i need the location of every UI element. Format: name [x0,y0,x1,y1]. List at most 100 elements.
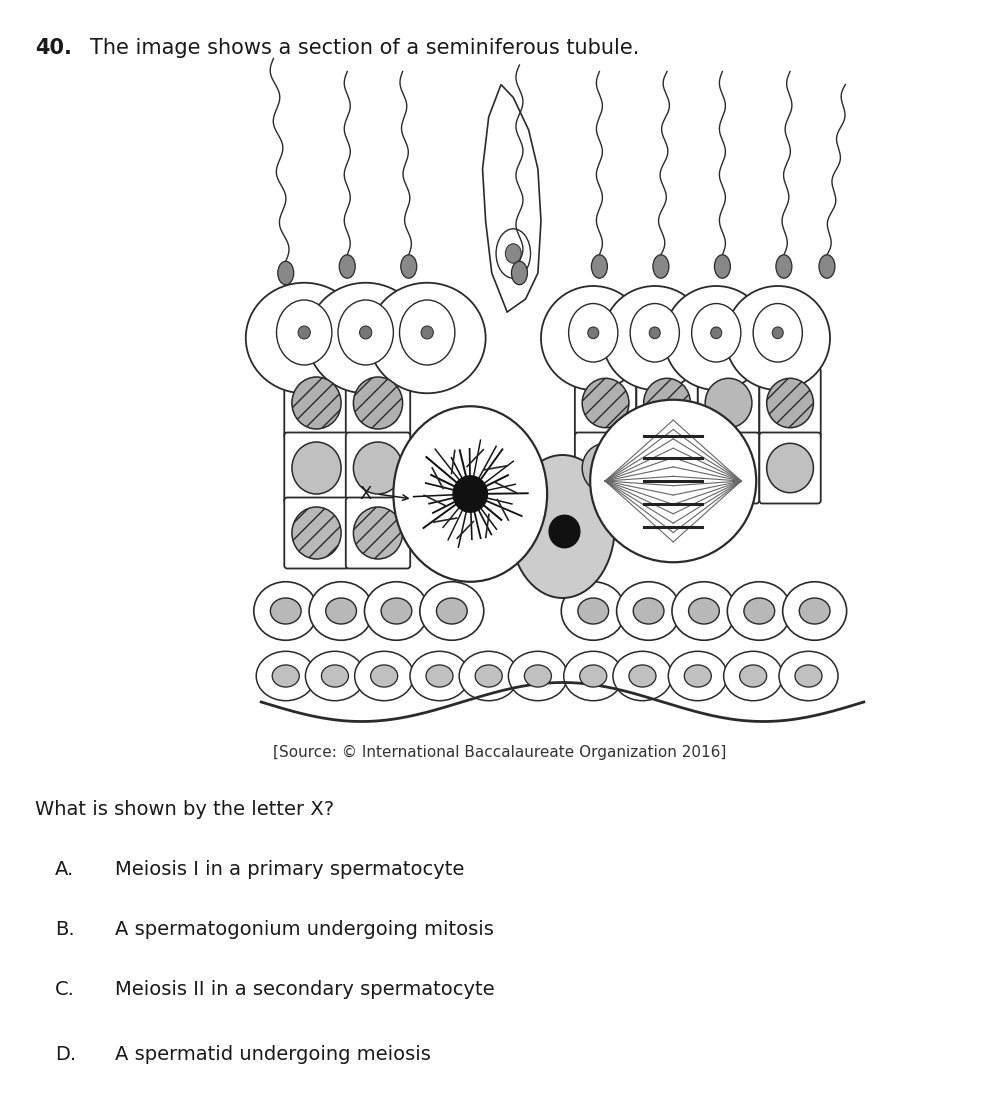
Ellipse shape [740,665,767,688]
Ellipse shape [727,582,791,640]
Ellipse shape [617,582,681,640]
Ellipse shape [305,651,364,701]
FancyBboxPatch shape [346,433,410,503]
Ellipse shape [714,255,730,278]
Ellipse shape [711,327,722,338]
FancyBboxPatch shape [636,367,698,438]
FancyBboxPatch shape [575,367,636,438]
Ellipse shape [420,582,484,640]
Ellipse shape [353,442,403,494]
Polygon shape [483,84,541,312]
Ellipse shape [684,665,711,688]
Ellipse shape [753,304,802,362]
Ellipse shape [364,582,428,640]
Ellipse shape [360,326,372,339]
Ellipse shape [508,651,567,701]
FancyBboxPatch shape [759,433,821,503]
Ellipse shape [292,507,341,559]
Ellipse shape [767,444,813,492]
Ellipse shape [649,327,660,338]
FancyBboxPatch shape [284,433,349,503]
Ellipse shape [744,598,775,624]
Ellipse shape [278,262,294,285]
FancyBboxPatch shape [575,433,636,503]
Ellipse shape [393,406,547,582]
Ellipse shape [795,665,822,688]
Ellipse shape [369,283,486,394]
Ellipse shape [298,326,310,339]
Ellipse shape [590,399,756,562]
Text: 40.: 40. [35,38,72,58]
Ellipse shape [668,651,727,701]
Text: The image shows a section of a seminiferous tubule.: The image shows a section of a seminifer… [90,38,639,58]
Ellipse shape [511,262,527,285]
FancyBboxPatch shape [698,367,759,438]
Ellipse shape [578,598,609,624]
Ellipse shape [569,304,618,362]
Ellipse shape [475,665,502,688]
Ellipse shape [510,455,615,598]
Text: What is shown by the letter X?: What is shown by the letter X? [35,800,334,820]
FancyBboxPatch shape [698,433,759,503]
Ellipse shape [582,378,629,428]
Ellipse shape [582,444,629,492]
Ellipse shape [779,651,838,701]
Ellipse shape [772,327,783,338]
Ellipse shape [292,442,341,494]
Ellipse shape [692,304,741,362]
Ellipse shape [400,299,455,365]
Ellipse shape [381,598,412,624]
Ellipse shape [644,444,690,492]
Ellipse shape [541,286,646,390]
Ellipse shape [321,665,348,688]
Ellipse shape [353,377,403,429]
Ellipse shape [292,377,341,429]
Text: D.: D. [55,1045,76,1064]
FancyBboxPatch shape [346,498,410,569]
Ellipse shape [421,326,433,339]
FancyBboxPatch shape [346,367,410,438]
Ellipse shape [371,665,398,688]
Ellipse shape [629,665,656,688]
Text: [Source: © International Baccalaureate Organization 2016]: [Source: © International Baccalaureate O… [273,745,727,760]
Ellipse shape [633,598,664,624]
Ellipse shape [776,255,792,278]
Ellipse shape [630,304,679,362]
Ellipse shape [277,299,332,365]
Ellipse shape [459,651,518,701]
Ellipse shape [725,286,830,390]
Ellipse shape [783,582,847,640]
Ellipse shape [436,598,467,624]
Ellipse shape [705,444,752,492]
Text: A spermatogonium undergoing mitosis: A spermatogonium undergoing mitosis [115,920,494,939]
Ellipse shape [353,507,403,559]
Ellipse shape [644,378,690,428]
Ellipse shape [307,283,424,394]
FancyBboxPatch shape [284,498,349,569]
Ellipse shape [549,516,580,548]
FancyBboxPatch shape [284,367,349,438]
Ellipse shape [664,286,769,390]
Ellipse shape [426,665,453,688]
Ellipse shape [580,665,607,688]
Ellipse shape [496,228,531,278]
Ellipse shape [653,255,669,278]
Ellipse shape [410,651,469,701]
Ellipse shape [272,665,299,688]
Ellipse shape [613,651,672,701]
Ellipse shape [453,476,487,512]
FancyBboxPatch shape [636,433,698,503]
Ellipse shape [256,651,315,701]
Text: C.: C. [55,980,75,999]
FancyBboxPatch shape [759,367,821,438]
Ellipse shape [270,598,301,624]
Ellipse shape [326,598,356,624]
Ellipse shape [246,283,363,394]
Ellipse shape [591,255,607,278]
Text: A spermatid undergoing meiosis: A spermatid undergoing meiosis [115,1045,431,1064]
Ellipse shape [689,598,719,624]
Text: Meiosis I in a primary spermatocyte: Meiosis I in a primary spermatocyte [115,859,464,879]
Ellipse shape [355,651,414,701]
Ellipse shape [564,651,623,701]
Text: Meiosis II in a secondary spermatocyte: Meiosis II in a secondary spermatocyte [115,980,495,999]
